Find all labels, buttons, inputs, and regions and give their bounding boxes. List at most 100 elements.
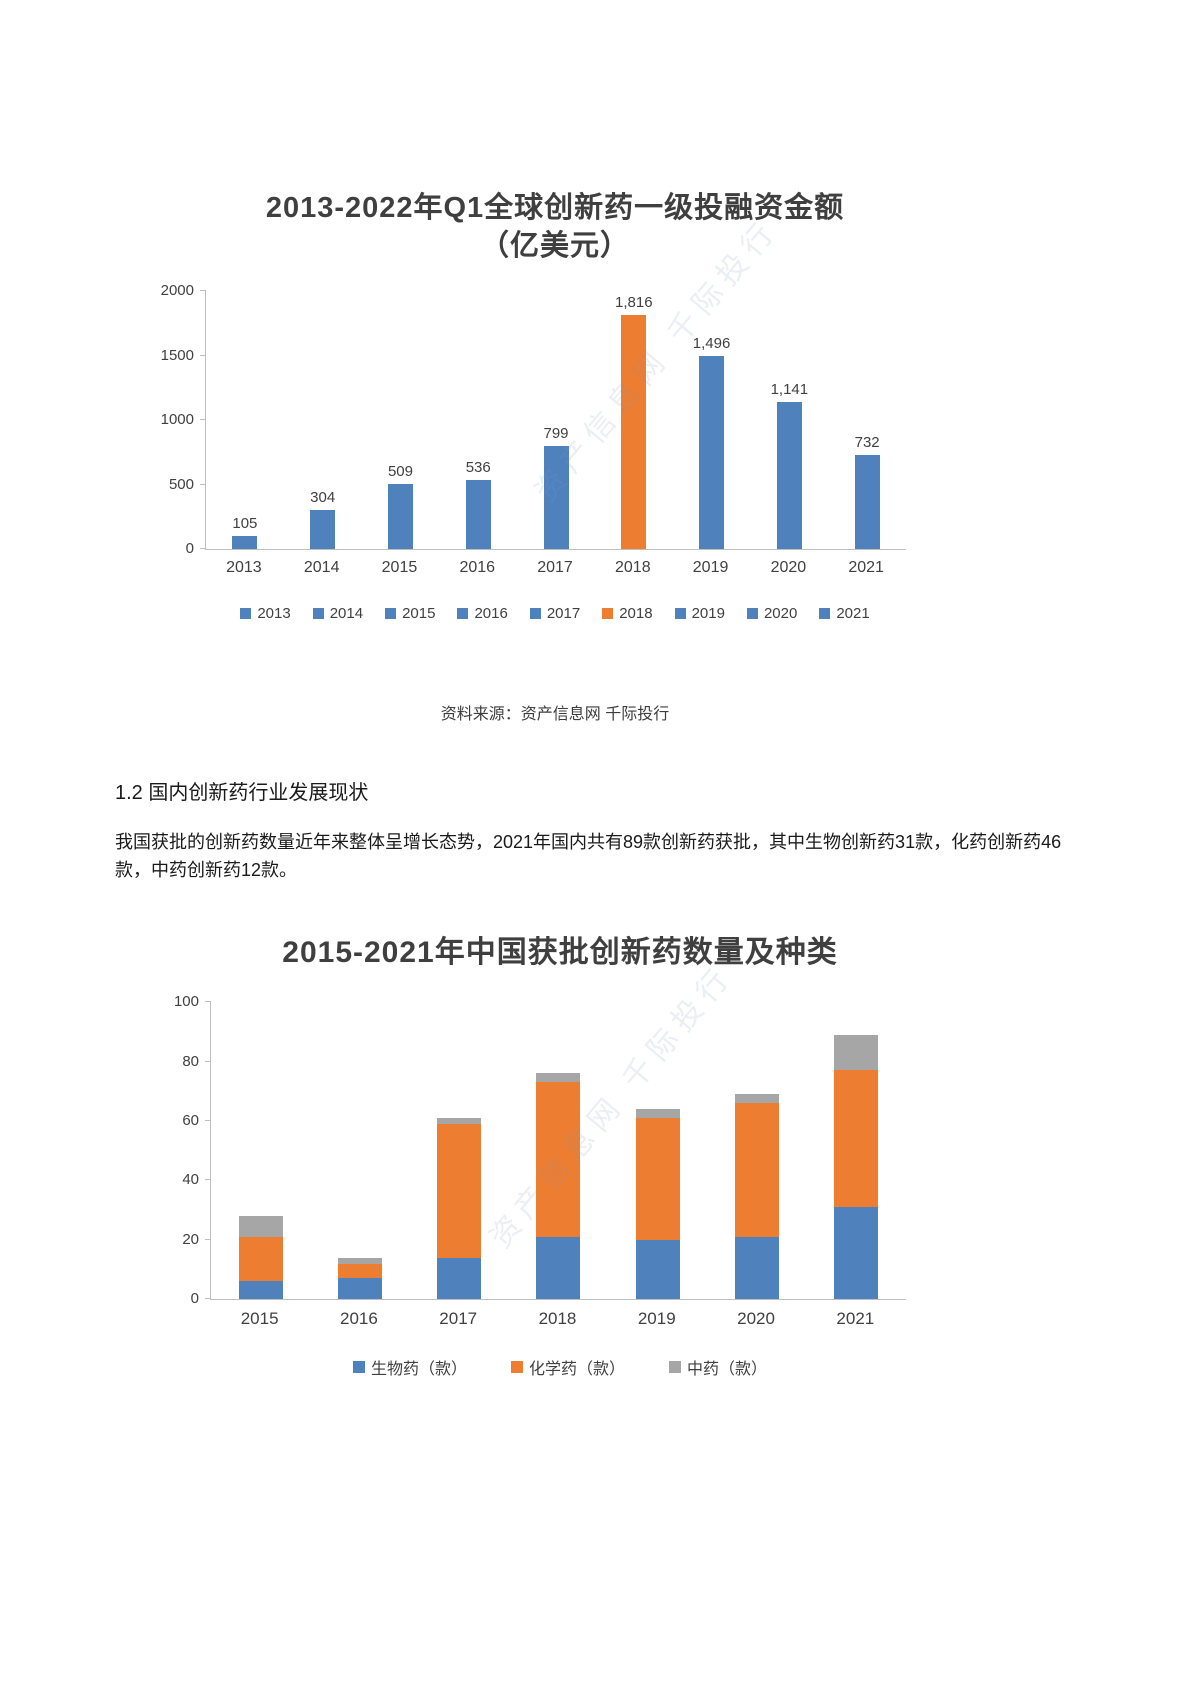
legend-item: 中药（款） [669,1355,767,1379]
stacked-bar-slot [807,1002,906,1300]
bar-segment [437,1118,482,1124]
bar-value-label: 1,816 [615,294,653,312]
x-axis-label: 2014 [303,559,340,577]
bar-2018 [621,315,647,550]
legend-label: 2014 [329,605,364,623]
chart1-legend: 2013 2014 2015 2016 2017 2018 2019 2020 2021 [105,605,1005,622]
legend-label: 2018 [619,605,653,623]
bar-value-label: 105 [232,514,258,532]
y-tick-mark [200,354,206,356]
x-axis-label: 2018 [615,559,651,577]
x-axis-label: 2016 [459,559,496,577]
y-tick-mark [205,1298,211,1300]
bar-value-label: 509 [387,462,413,480]
bar-slot: 105 [206,291,284,550]
legend-label: 2016 [474,605,508,623]
bar-slot: 1,816 [595,291,673,550]
bar-segment [735,1103,780,1237]
x-axis-label: 2019 [637,1309,676,1329]
legend-swatch [457,608,469,620]
stacked-bar-slot [509,1002,608,1300]
legend-item: 生物药（款） [352,1355,467,1379]
legend-swatch [602,608,614,620]
bar-segment [536,1236,581,1300]
chart2-plot: 0 20 40 60 80 100 [174,993,906,1307]
bar-segment [635,1118,680,1240]
bar-slot: 509 [362,291,440,550]
bar-value-label: 799 [543,425,569,443]
legend-item: 2016 [457,605,508,623]
y-tick-mark [205,1001,211,1003]
y-tick-mark [200,419,206,421]
y-axis-label: 0 [185,540,194,558]
x-axis-label: 2017 [439,1309,478,1329]
source-note: 资料来源：资产信息网 千际投行 [440,706,670,724]
y-axis-label: 100 [173,993,199,1011]
bar-segment [337,1278,382,1300]
bar-2017 [543,446,569,550]
bar-2016 [465,480,491,550]
legend-item: 化学药（款） [510,1355,625,1379]
chart1-plot-area: 资产信息网 千际投行 05001000150020001053045095367… [105,213,1005,577]
section-heading: 1.2 国内创新药行业发展现状 [115,782,369,805]
chart2-legend: 生物药（款） 化学药（款） 中药（款） [110,1355,1010,1379]
y-tick-mark [205,1060,211,1062]
stacked-bar-slot [410,1002,509,1300]
legend-swatch [529,608,541,620]
bar-segment [337,1263,382,1279]
x-axis-label: 2020 [770,559,807,577]
legend-label: 2015 [402,605,436,623]
legend-swatch [312,608,324,620]
y-axis-label: 2000 [160,282,194,300]
legend-label: 2013 [257,605,291,623]
legend-swatch [819,608,831,620]
legend-label: 2017 [546,605,581,623]
chart1-plot: 0 500 1000 1500 2000 105 304 509 536 799 1,816 1,49… [161,282,906,557]
bar-segment [834,1070,879,1208]
bar-slot: 304 [284,291,362,550]
legend-swatch [385,608,397,620]
y-tick-mark [200,290,206,292]
x-axis-label: 2015 [381,559,418,577]
y-axis-label: 1500 [160,346,194,364]
bar-slot: 732 [828,291,906,550]
x-axis-label: 2016 [340,1309,378,1329]
bar-segment [437,1257,482,1300]
bar-segment [834,1207,879,1300]
bar-segment [735,1236,780,1300]
chart1-subtitle: （亿美元） [479,229,630,262]
legend-label: 2020 [763,605,798,623]
bar-2015 [387,483,413,550]
y-tick-mark [200,548,206,550]
bar-value-label: 304 [310,489,336,507]
y-axis-label: 60 [182,1111,199,1129]
y-axis-label: 40 [182,1171,199,1189]
y-tick-mark [205,1119,211,1121]
bar-slot: 1,141 [750,291,828,550]
x-axis-label: 2018 [538,1309,577,1329]
stacked-bar-slot [608,1002,707,1300]
y-axis-label: 20 [182,1230,199,1248]
x-axis-label: 2013 [226,559,262,577]
bar-2013 [232,535,258,550]
legend-item: 2018 [602,605,653,623]
y-tick-mark [205,1179,211,1181]
x-axis-label: 2017 [537,559,573,577]
bar-segment [834,1034,879,1071]
chart2-plot-area: 资产信息网 千际投行 02040608010020152016201720182… [110,959,1010,1329]
bar-segment [635,1109,680,1118]
legend-item: 2015 [385,605,435,622]
chart1-title: 2013-2022年Q1全球创新药一级投融资金额 [265,192,845,224]
x-axis-label: 2021 [836,1309,875,1329]
bar-2020 [776,402,802,550]
legend-label: 2019 [691,605,725,623]
stacked-bar-slot [211,1002,310,1300]
legend-label: 中药（款） [687,1361,768,1379]
y-axis-label: 1000 [160,411,194,429]
bar-slot: 1,496 [673,291,751,550]
bar-2021 [854,454,880,550]
x-axis-labels: 2015 2016 2017 2018 2019 2020 2021 [210,1309,905,1329]
bar-segment [337,1257,382,1264]
legend-item: 2013 [240,605,291,623]
y-tick-mark [200,483,206,485]
